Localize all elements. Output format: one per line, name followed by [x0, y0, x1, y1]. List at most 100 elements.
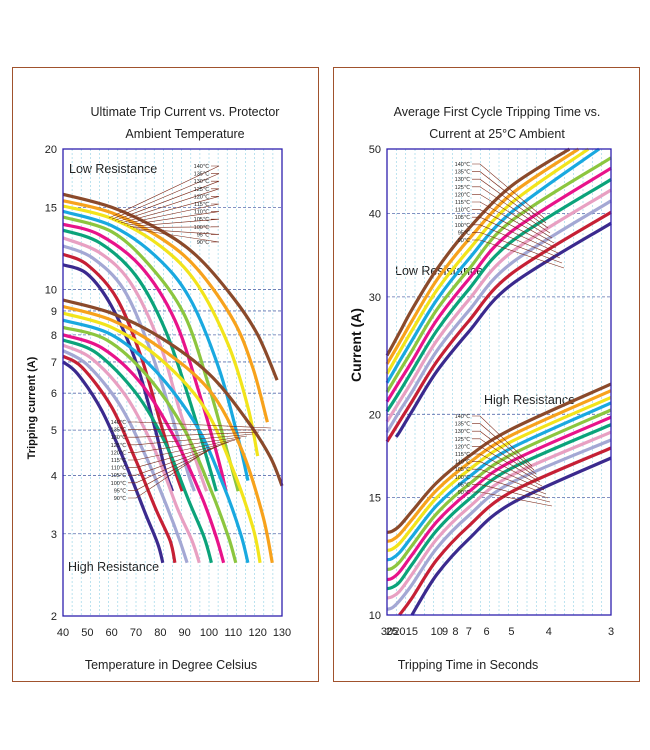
- left-curve-high-resistance-125: [62, 318, 250, 564]
- x-tick-label: 80: [154, 627, 166, 639]
- legend-label: 135℃: [455, 421, 470, 428]
- legend-label: 105℃: [455, 466, 470, 473]
- y-tick-label: 4: [51, 470, 57, 482]
- left-title-line2: Ambient Temperature: [125, 127, 244, 141]
- right-curve-low-resistance-120: [385, 156, 612, 393]
- legend-leader-line: [120, 196, 220, 224]
- legend-label: 115℃: [455, 451, 470, 458]
- legend-leader-line: [138, 229, 220, 243]
- x-tick-label: 40: [57, 627, 69, 639]
- left-curve-low-resistance-105: [62, 236, 209, 492]
- legend-label: 100℃: [194, 224, 209, 231]
- legend-label: 135℃: [111, 427, 126, 434]
- legend-label: 140℃: [194, 163, 209, 170]
- left-curve-high-resistance-135: [62, 304, 274, 564]
- legend-label: 105℃: [455, 214, 470, 221]
- legend-label: 120℃: [111, 449, 126, 456]
- legend-label: 125℃: [455, 436, 470, 443]
- x-tick-label: 7: [466, 626, 472, 638]
- legend-label: 95℃: [458, 481, 470, 488]
- right-curve-low-resistance-135: [385, 147, 580, 365]
- x-tick-label: 10: [431, 626, 443, 638]
- right-curve-high-resistance-115: [386, 415, 612, 582]
- legend-leader-line: [472, 415, 533, 467]
- legend-leader-line: [128, 431, 260, 438]
- x-tick-label: 8: [452, 626, 458, 638]
- legend-leader-line: [135, 228, 220, 235]
- legend-label: 100℃: [455, 474, 470, 481]
- left-plot: [61, 148, 284, 617]
- left-x-axis-label: Temperature in Degree Celsius: [85, 658, 257, 672]
- legend-leader-line: [108, 165, 220, 219]
- x-tick-label: 6: [483, 626, 489, 638]
- legend-leader-line: [128, 445, 218, 491]
- legend-leader-line: [472, 171, 547, 224]
- right-y-axis-label: Current (A): [348, 308, 364, 382]
- legend-leader-line: [472, 178, 549, 229]
- left-plot-frame: [62, 148, 283, 617]
- legend-leader-line: [126, 211, 220, 226]
- legend-label: 135℃: [455, 169, 470, 176]
- legend-leader-line: [128, 437, 242, 461]
- left-curve-high-resistance-100: [62, 349, 189, 564]
- legend-leader-line: [472, 446, 541, 483]
- y-tick-label: 40: [369, 209, 381, 221]
- right-plot-frame: [386, 148, 612, 616]
- legend-label: 140℃: [111, 419, 126, 426]
- right-chart-panel: Average First Cycle Tripping Time vs. Cu…: [333, 67, 640, 682]
- y-tick-label: 10: [45, 285, 57, 297]
- right-title-line2: Current at 25°C Ambient: [429, 127, 565, 141]
- left-curve-low-resistance-115: [62, 222, 228, 492]
- legend-leader-line: [472, 216, 559, 254]
- y-tick-label: 5: [51, 425, 57, 437]
- x-tick-label: 9: [442, 626, 448, 638]
- legend-label: 110℃: [455, 207, 470, 214]
- x-tick-label: 120: [248, 627, 266, 639]
- x-tick-label: 100: [200, 627, 218, 639]
- left-legend-low: 140℃135℃130℃125℃120℃115℃110℃105℃100℃95℃9…: [108, 163, 220, 246]
- right-curve-high-resistance-120: [386, 408, 612, 572]
- right-curve-low-resistance-105: [385, 188, 612, 423]
- legend-label: 125℃: [111, 442, 126, 449]
- legend-label: 90℃: [114, 495, 126, 502]
- right-curve-high-resistance-135: [386, 389, 612, 543]
- legend-label: 115℃: [455, 199, 470, 206]
- y-tick-label: 30: [369, 292, 381, 304]
- y-tick-label: 3: [51, 529, 57, 541]
- legend-label: 90℃: [197, 239, 209, 246]
- x-tick-label: 50: [81, 627, 93, 639]
- legend-leader-line: [472, 209, 557, 249]
- left-curve-low-resistance-110: [62, 228, 218, 492]
- legend-leader-line: [472, 163, 545, 219]
- legend-label: 110℃: [194, 209, 209, 216]
- legend-leader-line: [472, 186, 551, 234]
- legend-label: 95℃: [458, 229, 470, 236]
- left-chart-panel: Ultimate Trip Current vs. Protector Ambi…: [12, 67, 319, 682]
- legend-leader-line: [472, 468, 547, 495]
- legend-leader-line: [472, 476, 549, 499]
- left-title-line1: Ultimate Trip Current vs. Protector: [91, 105, 280, 119]
- legend-label: 105℃: [111, 472, 126, 479]
- left-y-axis-label: Tripping current (A): [26, 356, 38, 459]
- left-curve-high-resistance-120: [62, 325, 238, 564]
- left-curve-high-resistance-140: [62, 298, 284, 487]
- legend-label: 95℃: [114, 487, 126, 494]
- y-tick-label: 10: [369, 610, 381, 622]
- left-curve-high-resistance-95: [62, 354, 177, 564]
- x-tick-label: 4: [546, 626, 552, 638]
- right-curve-low-resistance-110: [385, 178, 612, 413]
- y-tick-label: 9: [51, 306, 57, 318]
- left-curve-high-resistance-110: [62, 338, 213, 564]
- x-tick-label: 60: [106, 627, 118, 639]
- legend-label: 115℃: [194, 201, 209, 208]
- right-curve-low-resistance-125: [385, 147, 601, 384]
- legend-label: 110℃: [111, 465, 126, 472]
- legend-label: 120℃: [455, 191, 470, 198]
- x-tick-label: 15: [406, 626, 418, 638]
- legend-label: 125℃: [194, 186, 209, 193]
- legend-leader-line: [472, 224, 561, 259]
- x-tick-label: 25: [386, 626, 398, 638]
- right-curve-high-resistance-130: [386, 395, 612, 552]
- left-curve-low-resistance-140: [62, 192, 279, 381]
- legend-label: 100℃: [455, 222, 470, 229]
